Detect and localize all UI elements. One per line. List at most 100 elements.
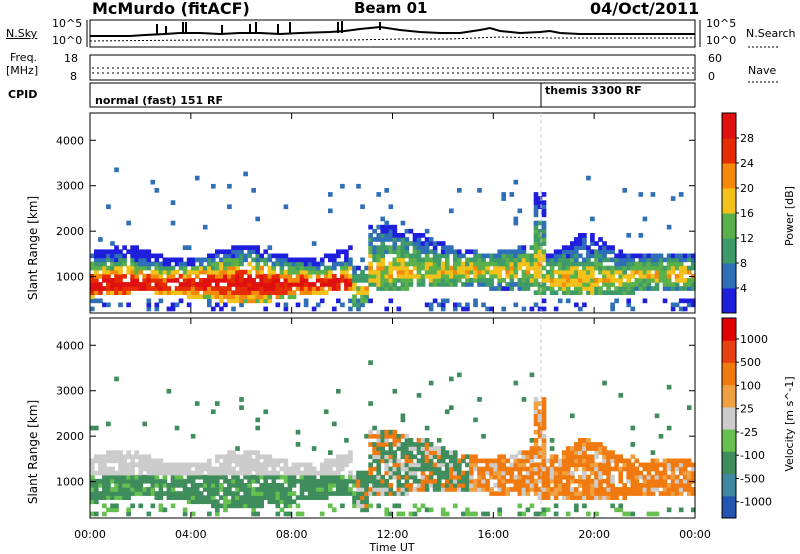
heatmap-cell xyxy=(473,458,478,464)
heatmap-cell xyxy=(570,413,575,419)
heatmap-cell xyxy=(295,261,301,267)
heatmap-cell xyxy=(178,470,184,476)
heatmap-cell xyxy=(178,286,184,291)
heatmap-cell xyxy=(686,269,692,275)
x-tick-label: 12:00 xyxy=(377,528,409,541)
heatmap-cell xyxy=(356,278,361,283)
heatmap-cell xyxy=(388,204,394,210)
heatmap-cell xyxy=(94,495,99,500)
heatmap-cell xyxy=(130,286,135,291)
heatmap-cell xyxy=(332,306,337,312)
heatmap-cell xyxy=(146,511,152,517)
heatmap-cell xyxy=(138,269,144,275)
heatmap-cell xyxy=(682,483,688,488)
heatmap-cell xyxy=(570,487,575,492)
heatmap-cell xyxy=(307,495,313,500)
heatmap-cell xyxy=(590,462,595,468)
heatmap-cell xyxy=(227,290,232,295)
heatmap-cell xyxy=(457,257,462,263)
heatmap-cell xyxy=(638,286,644,291)
heatmap-cell xyxy=(541,478,547,484)
heatmap-cell xyxy=(590,487,595,492)
heatmap-cell xyxy=(239,298,244,304)
heatmap-cell xyxy=(182,265,188,271)
heatmap-cell xyxy=(436,462,442,468)
heatmap-cell xyxy=(400,241,406,246)
heatmap-cell xyxy=(400,450,406,455)
heatmap-cell xyxy=(432,454,438,460)
heatmap-cell xyxy=(368,298,373,304)
heatmap-cell xyxy=(150,503,156,509)
heatmap-cell xyxy=(449,282,454,287)
heatmap-cell xyxy=(424,425,430,431)
heatmap-cell xyxy=(243,503,248,509)
heatmap-cell xyxy=(319,462,325,468)
heatmap-cell xyxy=(388,429,394,435)
heatmap-cell xyxy=(328,491,333,496)
heatmap-cell xyxy=(307,491,313,496)
heatmap-cell xyxy=(493,491,498,496)
heatmap-cell xyxy=(154,282,160,287)
heatmap-cell xyxy=(630,253,636,259)
heatmap-cell xyxy=(658,257,664,263)
heatmap-cell xyxy=(489,261,494,267)
heatmap-cell xyxy=(400,442,406,447)
heatmap-cell xyxy=(465,470,470,476)
heatmap-cell xyxy=(130,454,135,460)
heatmap-cell xyxy=(501,253,507,259)
heatmap-cell xyxy=(211,273,216,279)
heatmap-cell xyxy=(255,425,261,431)
heatmap-cell xyxy=(533,228,539,234)
heatmap-cell xyxy=(412,273,418,279)
heatmap-cell xyxy=(235,478,240,484)
heatmap-cell xyxy=(521,462,527,468)
heatmap-cell xyxy=(481,466,486,472)
heatmap-cell xyxy=(670,466,676,472)
heatmap-cell xyxy=(553,278,559,283)
heatmap-cell xyxy=(521,491,527,496)
heatmap-cell xyxy=(565,491,571,496)
heatmap-cell xyxy=(344,438,349,443)
heatmap-cell xyxy=(94,470,99,476)
heatmap-cell xyxy=(130,269,135,275)
heatmap-cell xyxy=(323,483,329,488)
heatmap-cell xyxy=(311,491,317,496)
heatmap-cell xyxy=(142,286,148,291)
heatmap-cell xyxy=(376,282,382,287)
colorbar-segment xyxy=(722,495,736,519)
heatmap-cell xyxy=(114,450,119,455)
heatmap-cell xyxy=(404,265,410,271)
heatmap-cell xyxy=(622,257,628,263)
heatmap-cell xyxy=(319,290,325,295)
heatmap-cell xyxy=(666,458,672,464)
heatmap-cell xyxy=(453,454,458,460)
noise-sky-line xyxy=(90,25,695,37)
heatmap-cell xyxy=(408,474,414,480)
heatmap-cell xyxy=(114,503,119,509)
heatmap-cell xyxy=(384,450,390,455)
heatmap-cell xyxy=(150,179,156,185)
heatmap-cell xyxy=(453,249,458,255)
heatmap-cell xyxy=(384,466,390,472)
heatmap-cell xyxy=(388,483,394,488)
heatmap-cell xyxy=(497,257,503,263)
heatmap-cell xyxy=(182,282,188,287)
heatmap-cell xyxy=(388,442,394,447)
heatmap-cell xyxy=(307,462,313,468)
heatmap-cell xyxy=(396,470,402,476)
heatmap-cell xyxy=(416,393,422,398)
heatmap-cell xyxy=(291,257,297,263)
heatmap-cell xyxy=(202,495,208,500)
heatmap-cell xyxy=(557,491,563,496)
heatmap-cell xyxy=(126,470,131,476)
heatmap-cell xyxy=(384,491,390,496)
heatmap-cell xyxy=(666,483,672,488)
heatmap-cell xyxy=(574,462,579,468)
heatmap-cell xyxy=(368,241,373,246)
heatmap-cell xyxy=(315,495,321,500)
heatmap-cell xyxy=(243,499,248,505)
heatmap-cell xyxy=(146,298,152,304)
heatmap-cell xyxy=(453,466,458,472)
heatmap-cell xyxy=(400,483,406,488)
heatmap-cell xyxy=(598,257,603,263)
